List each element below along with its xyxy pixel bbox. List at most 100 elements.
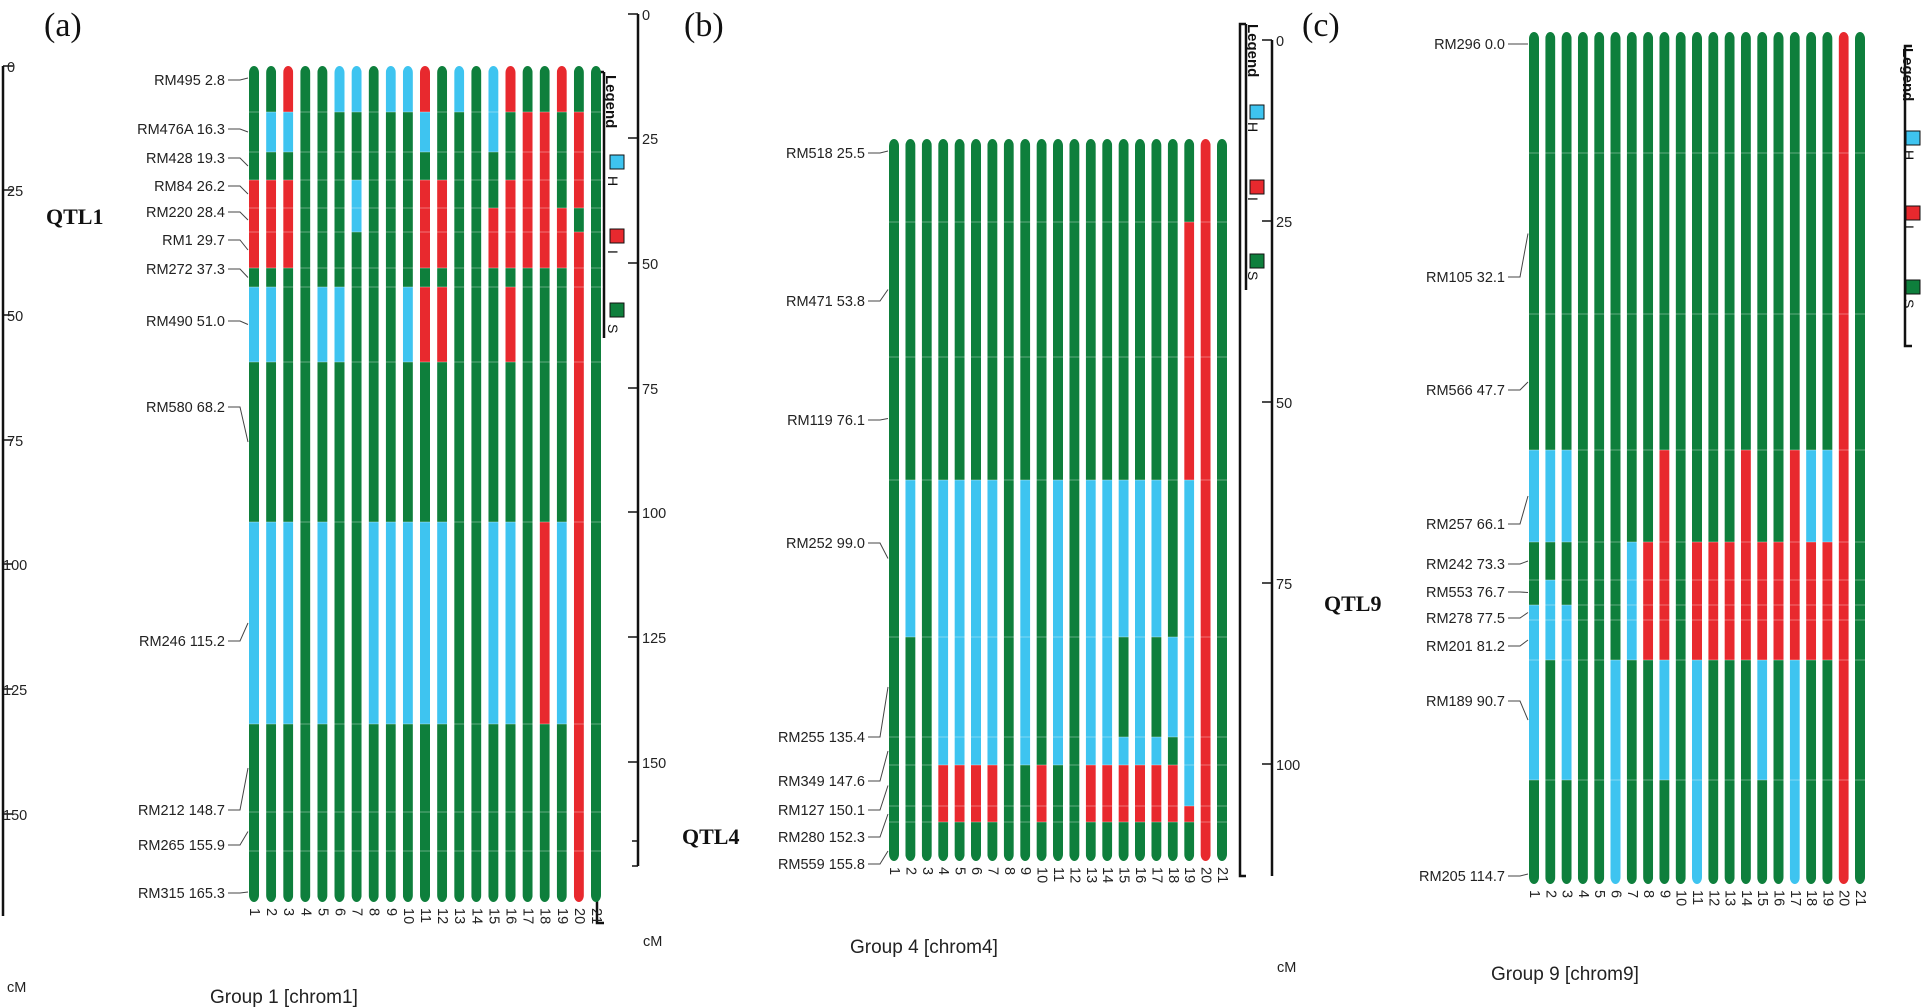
chromosome-line-14: [1102, 139, 1113, 861]
genotype-segment: [300, 724, 311, 812]
panel-label: (c): [1302, 7, 1340, 44]
chromosome-line-4: [300, 66, 311, 902]
genotype-segment: [573, 112, 584, 152]
genotype-segment: [1692, 620, 1702, 660]
genotype-segment: [1757, 542, 1768, 580]
genotype-segment: [1577, 153, 1588, 314]
line-number-label: 5: [314, 908, 330, 916]
genotype-segment: [1692, 660, 1702, 780]
tick-label: 75: [642, 382, 658, 398]
legend-item-h: H: [1245, 122, 1261, 132]
genotype-segment: [1135, 357, 1145, 480]
legend-title: Legend: [1244, 24, 1261, 77]
line-number-label: 19: [1819, 890, 1835, 906]
qtl-bracket: [1238, 22, 1246, 878]
genotype-segment: [1626, 542, 1637, 580]
line-number-label: 2: [1542, 890, 1558, 898]
marker-leader-line: [228, 406, 249, 443]
genotype-segment: [1577, 450, 1588, 542]
genotype-segment: [987, 637, 998, 737]
genotype-segment: [1822, 32, 1833, 153]
genotype-segment: [1610, 620, 1621, 660]
genotype-segment: [1822, 314, 1833, 450]
genotype-segment: [334, 362, 345, 522]
line-number-label: 10: [400, 908, 416, 924]
genotype-segment: [1003, 480, 1014, 637]
marker-leader-line: [868, 289, 889, 302]
genotype-segment: [1545, 660, 1556, 780]
genotype-segment: [1692, 605, 1702, 620]
genotype-segment: [1577, 314, 1588, 450]
genotype-segment: [987, 222, 998, 357]
genotype-segment: [471, 112, 482, 152]
qtl-label: QTL4: [682, 824, 739, 849]
legend-item-h: H: [1901, 150, 1917, 160]
genotype-segment: [1545, 580, 1556, 605]
marker-leader-line: [228, 831, 249, 846]
chromosome-line-3: [1561, 32, 1572, 884]
genotype-segment: [987, 480, 998, 637]
tick-label: 125: [642, 631, 666, 647]
genotype-segment: [420, 180, 430, 208]
genotype-segment: [420, 152, 430, 180]
genotype-segment: [1053, 765, 1063, 806]
genotype-segment: [1184, 139, 1195, 222]
genotype-segment: [1855, 605, 1865, 620]
chromosome-line-6: [1610, 32, 1621, 884]
tick-label: 50: [1276, 396, 1292, 412]
genotype-segment: [1643, 542, 1654, 580]
genotype-segment: [1806, 450, 1817, 542]
line-number-label: 4: [1575, 890, 1591, 898]
line-number-label: 14: [1099, 867, 1115, 883]
genotype-segment: [1757, 580, 1768, 605]
genotype-segment: [402, 522, 413, 724]
marker-label: RM220 28.4: [146, 205, 225, 221]
panel-caption: Group 9 [chrom9]: [1491, 964, 1639, 985]
tick-label: 75: [1276, 577, 1292, 593]
genotype-segment: [1217, 806, 1227, 822]
genotype-segment: [938, 806, 949, 822]
genotype-segment: [1184, 806, 1195, 822]
genotype-segment: [488, 208, 499, 232]
genotype-segment: [471, 724, 482, 812]
genotype-segment: [1561, 620, 1572, 660]
genotype-segment: [1855, 542, 1865, 580]
genotype-segment: [1003, 737, 1014, 765]
genotype-segment: [1822, 660, 1833, 780]
genotype-segment: [938, 822, 949, 861]
genotype-segment: [1217, 737, 1227, 765]
genotype-segment: [1708, 620, 1719, 660]
genotype-segment: [300, 268, 311, 287]
line-number-label: 2: [902, 867, 918, 875]
genotype-segment: [368, 851, 379, 902]
chromosome-line-14: [471, 66, 482, 902]
tick-label: 100: [642, 506, 666, 522]
genotype-segment: [1102, 737, 1113, 765]
genotype-segment: [385, 208, 396, 232]
genotype-segment: [1020, 737, 1031, 765]
genotype-segment: [1020, 480, 1031, 637]
legend-item-h: H: [605, 176, 621, 186]
chromosome-line-9: [1659, 32, 1670, 884]
genotype-segment: [522, 812, 533, 851]
marker-label: RM553 76.7: [1426, 585, 1505, 601]
marker-label: RM428 19.3: [146, 151, 225, 167]
genotype-segment: [1118, 139, 1129, 222]
genotype-segment: [437, 208, 448, 232]
genotype-segment: [1724, 780, 1735, 884]
genotype-segment: [1020, 765, 1031, 806]
tick-label: 75: [7, 434, 23, 450]
genotype-segment: [471, 66, 482, 112]
genotype-segment: [385, 287, 396, 362]
genotype-segment: [300, 362, 311, 522]
genotype-segment: [488, 268, 499, 287]
genotype-segment: [266, 152, 277, 180]
genotype-segment: [1594, 32, 1605, 153]
genotype-segment: [249, 232, 259, 268]
genotype-segment: [971, 139, 981, 222]
marker-leader-line: [868, 750, 889, 782]
line-number-label: 13: [1722, 890, 1738, 906]
line-number-label: 12: [1066, 867, 1082, 883]
genotype-segment: [1200, 806, 1211, 822]
genotype-segment: [249, 208, 259, 232]
